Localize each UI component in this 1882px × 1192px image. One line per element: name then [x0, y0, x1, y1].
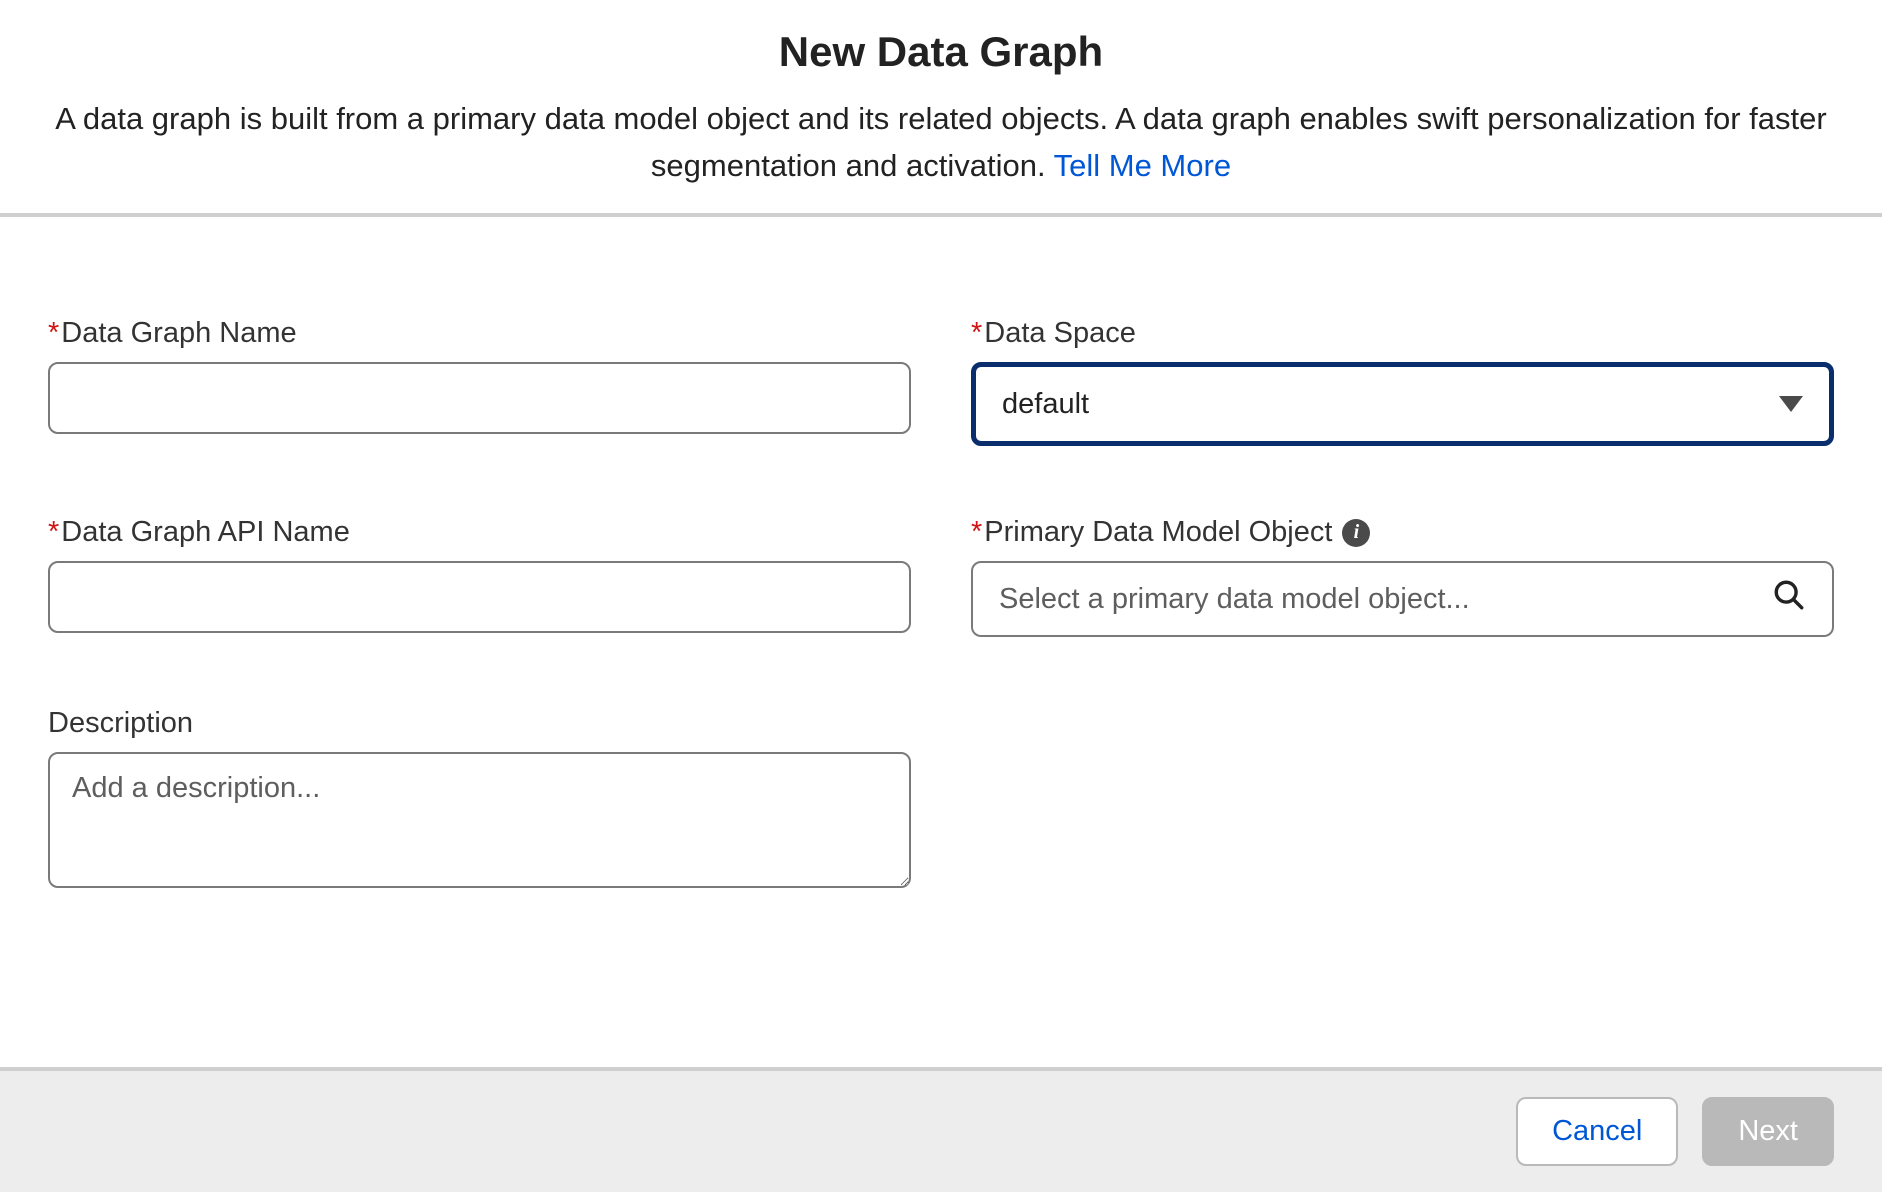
subtitle-text: A data graph is built from a primary dat… — [55, 101, 1826, 183]
api-name-input[interactable] — [48, 561, 911, 633]
field-api-name: *Data Graph API Name — [48, 516, 911, 637]
label-data-space: *Data Space — [971, 317, 1834, 350]
dialog-footer: Cancel Next — [0, 1067, 1882, 1192]
field-description: Description — [48, 707, 911, 893]
dialog-header: New Data Graph A data graph is built fro… — [0, 0, 1882, 217]
info-icon[interactable]: i — [1342, 519, 1370, 547]
primary-object-placeholder: Select a primary data model object... — [999, 583, 1470, 616]
label-api-name: *Data Graph API Name — [48, 516, 911, 549]
form-body: *Data Graph Name *Data Space default *Da… — [0, 217, 1882, 1067]
description-textarea[interactable] — [48, 752, 911, 888]
search-icon — [1772, 578, 1806, 620]
label-primary-object: *Primary Data Model Object i — [971, 516, 1834, 549]
field-data-space: *Data Space default — [971, 317, 1834, 446]
data-graph-name-input[interactable] — [48, 362, 911, 434]
required-marker: * — [971, 516, 982, 548]
next-button[interactable]: Next — [1702, 1097, 1834, 1166]
new-data-graph-dialog: New Data Graph A data graph is built fro… — [0, 0, 1882, 1192]
required-marker: * — [971, 317, 982, 349]
chevron-down-icon — [1779, 396, 1803, 412]
label-description: Description — [48, 707, 911, 740]
field-data-graph-name: *Data Graph Name — [48, 317, 911, 446]
label-data-graph-name: *Data Graph Name — [48, 317, 911, 350]
tell-me-more-link[interactable]: Tell Me More — [1054, 148, 1231, 183]
dialog-subtitle: A data graph is built from a primary dat… — [0, 96, 1882, 189]
field-primary-object: *Primary Data Model Object i Select a pr… — [971, 516, 1834, 637]
primary-object-lookup[interactable]: Select a primary data model object... — [971, 561, 1834, 637]
data-space-value: default — [1002, 388, 1089, 421]
dialog-title: New Data Graph — [0, 28, 1882, 76]
required-marker: * — [48, 516, 59, 548]
data-space-select[interactable]: default — [971, 362, 1834, 446]
cancel-button[interactable]: Cancel — [1516, 1097, 1678, 1166]
required-marker: * — [48, 317, 59, 349]
